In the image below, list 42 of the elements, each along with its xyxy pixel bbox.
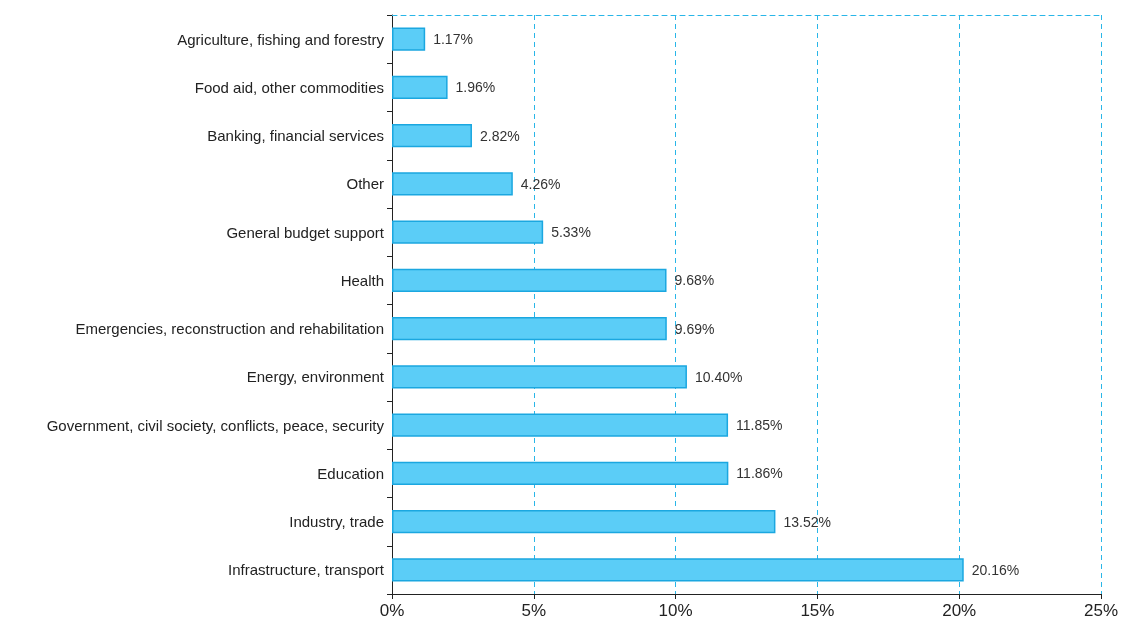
data-label: 20.16% (971, 561, 1020, 578)
data-label: 2.82% (479, 127, 520, 144)
data-label: 11.86% (736, 465, 783, 482)
y-tick-label: Emergencies, reconstruction and rehabilitation (75, 320, 384, 338)
data-label: 9.69% (674, 320, 715, 337)
data-label: 4.26% (520, 175, 561, 192)
data-label: 10.40% (694, 368, 743, 385)
data-label: 5.33% (551, 224, 591, 241)
y-tick-label: Energy, environment (246, 368, 385, 386)
bar (392, 220, 544, 244)
y-tick-label: Agriculture, fishing and forestry (177, 30, 385, 48)
y-tick-label: Government, civil society, conflicts, peace, security (46, 416, 385, 434)
data-label: 9.68% (674, 272, 715, 289)
data-label: 13.52% (783, 513, 831, 530)
x-tick-label: 10% (658, 601, 693, 620)
x-tick-label: 5% (521, 601, 547, 620)
x-tick-label: 15% (800, 601, 835, 620)
bar (392, 413, 729, 437)
y-tick-label: Food aid, other commodities (194, 78, 384, 96)
bar (392, 510, 776, 534)
data-label: 11.85% (736, 417, 783, 434)
bar (392, 75, 448, 99)
y-tick-label: Other (346, 175, 384, 193)
data-label: 1.17% (433, 31, 473, 48)
y-tick-label: Banking, financial services (207, 127, 384, 145)
bar (392, 558, 964, 582)
bar (392, 27, 426, 51)
x-tick-label: 0% (379, 601, 405, 620)
y-tick-label: Health (340, 271, 384, 289)
y-tick-label: Industry, trade (289, 513, 384, 531)
data-label: 1.96% (455, 79, 496, 96)
bar (392, 172, 513, 196)
bar (392, 365, 687, 389)
bar (392, 461, 729, 485)
y-tick-label: General budget support (226, 223, 385, 241)
bar (392, 124, 472, 148)
y-tick-label: Education (317, 464, 384, 482)
x-tick-label: 20% (942, 601, 977, 620)
bar (392, 268, 667, 292)
y-tick-label: Infrastructure, transport (228, 561, 385, 579)
x-tick-label: 25% (1083, 601, 1119, 620)
bar (392, 317, 667, 341)
